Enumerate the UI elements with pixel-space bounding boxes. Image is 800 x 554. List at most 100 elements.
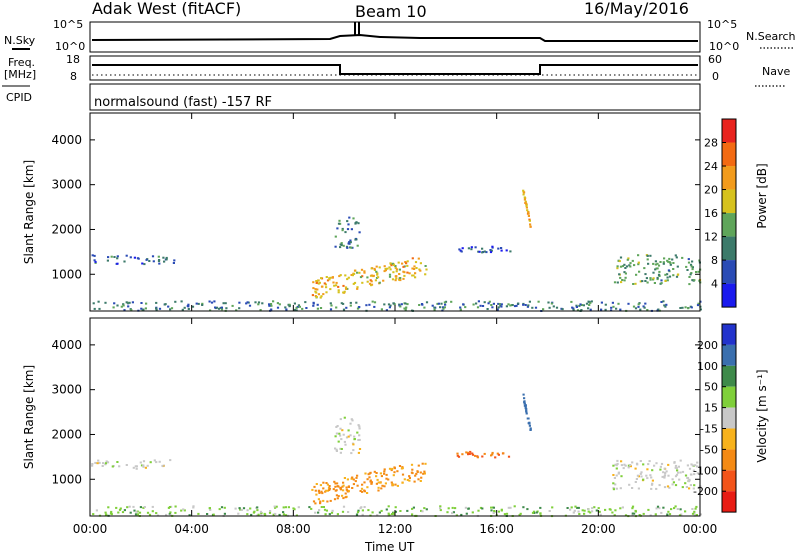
data-cell <box>344 496 347 499</box>
data-cell <box>341 229 344 232</box>
data-cell <box>498 303 501 305</box>
data-cell <box>168 512 171 515</box>
data-cell <box>116 257 119 260</box>
data-cell <box>316 307 319 310</box>
data-cell <box>454 507 457 510</box>
data-cell <box>257 301 261 304</box>
data-cell <box>566 507 569 509</box>
data-cell <box>388 467 392 470</box>
colorbar-tick-label: 8 <box>711 254 718 267</box>
data-cell <box>343 477 346 479</box>
data-cell <box>348 216 351 219</box>
data-cell <box>366 276 369 279</box>
data-cell <box>656 262 659 265</box>
data-cell <box>500 509 503 512</box>
data-cell <box>664 472 667 474</box>
data-cell <box>354 222 357 224</box>
data-cell <box>618 273 621 276</box>
data-cell <box>666 279 669 282</box>
data-cell <box>575 304 578 307</box>
data-cell <box>329 302 332 305</box>
data-cell <box>575 306 578 308</box>
data-cell <box>411 513 414 516</box>
data-cell <box>612 474 615 476</box>
data-cell <box>161 464 164 467</box>
data-cell <box>589 301 592 304</box>
data-cell <box>572 511 575 514</box>
data-cell <box>315 296 318 298</box>
data-cell <box>342 244 345 247</box>
data-cell <box>688 276 691 278</box>
data-cell <box>135 510 138 513</box>
data-cell <box>155 301 158 304</box>
data-cell <box>518 514 521 517</box>
data-cell <box>597 507 600 510</box>
power-frame <box>89 112 701 312</box>
colorbar-segment <box>722 470 736 492</box>
data-cell <box>401 467 404 470</box>
data-cell <box>616 281 619 284</box>
data-cell <box>522 303 525 306</box>
data-cell <box>342 489 345 492</box>
data-cell <box>125 301 128 304</box>
data-cell <box>328 278 331 281</box>
data-cell <box>248 304 252 307</box>
data-cell <box>403 274 406 277</box>
data-cell <box>490 249 493 252</box>
data-cell <box>101 465 104 467</box>
data-cell <box>337 291 340 294</box>
data-cell <box>637 261 640 264</box>
data-cell <box>197 512 200 515</box>
data-cell <box>641 280 644 283</box>
data-cell <box>692 487 695 490</box>
data-cell <box>180 509 183 512</box>
data-cell <box>417 257 420 260</box>
data-cell <box>220 306 223 309</box>
data-cell <box>145 258 148 261</box>
data-cell <box>368 303 371 306</box>
data-cell <box>318 509 321 512</box>
data-cell <box>668 257 671 260</box>
data-cell <box>525 204 528 207</box>
data-cell <box>353 281 357 284</box>
data-cell <box>408 477 411 479</box>
data-cell <box>465 512 468 515</box>
data-cell <box>375 475 378 478</box>
data-cell <box>151 510 154 513</box>
data-cell <box>93 254 96 257</box>
data-cell <box>525 206 528 209</box>
data-cell <box>174 511 177 514</box>
data-cell <box>647 262 650 265</box>
data-cell <box>97 459 100 462</box>
data-cell <box>646 309 649 311</box>
data-cell <box>627 466 630 469</box>
data-cell <box>326 500 329 503</box>
date-label: 16/May/2016 <box>584 0 689 18</box>
data-cell <box>452 511 455 514</box>
data-cell <box>223 506 226 509</box>
data-cell <box>92 302 95 305</box>
power-y-axis: 1000 2000 3000 4000 <box>51 133 700 281</box>
data-cell <box>696 472 699 475</box>
data-cell <box>660 511 663 514</box>
data-cell <box>332 488 335 491</box>
data-cell <box>329 288 332 291</box>
freq-frame <box>89 55 701 81</box>
data-cell <box>638 270 641 273</box>
data-cell <box>276 306 280 309</box>
data-cell <box>481 507 484 510</box>
colorbar-segment <box>722 428 736 450</box>
data-cell <box>369 279 372 282</box>
data-cell <box>674 254 677 257</box>
cpid-label: CPID <box>6 91 32 104</box>
data-cell <box>347 223 350 226</box>
data-cell <box>140 302 143 304</box>
data-cell <box>387 512 390 515</box>
data-cell <box>414 474 417 477</box>
data-cell <box>401 466 404 469</box>
data-cell <box>375 270 378 273</box>
cpid-text: normalsound (fast) -157 RF <box>94 95 272 110</box>
data-cell <box>589 511 592 514</box>
data-cell <box>238 307 241 310</box>
data-cell <box>624 272 627 275</box>
